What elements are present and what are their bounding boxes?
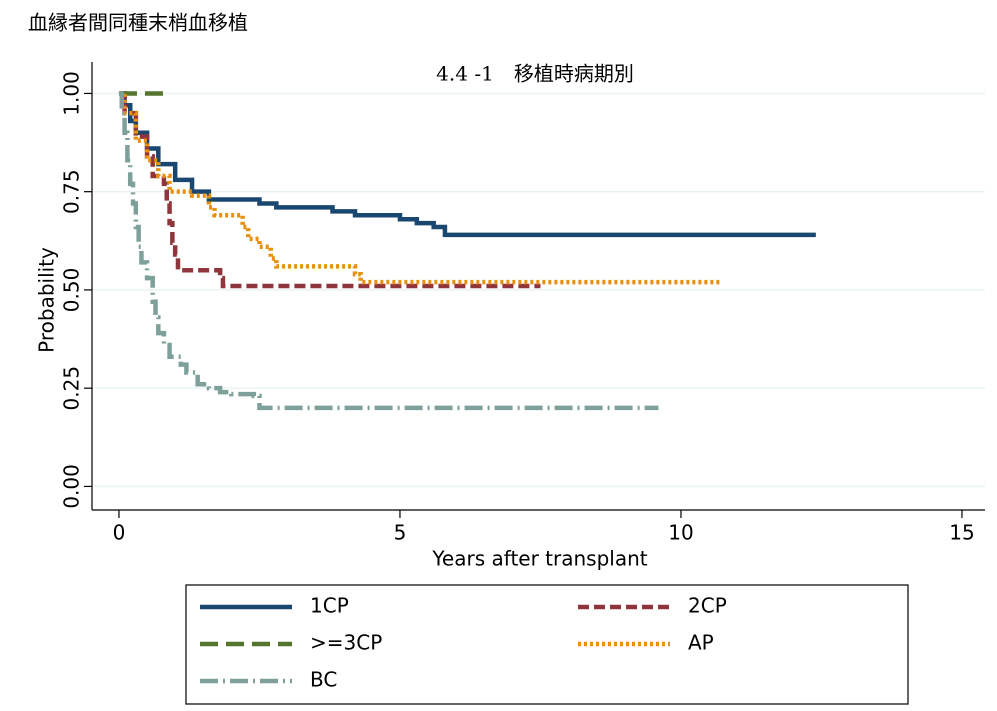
legend-label: 2CP [688,594,727,618]
legend-label: >=3CP [310,631,382,655]
legend-label: BC [310,668,337,692]
y-tick-label: 0.00 [60,464,84,509]
chart-header: 血縁者間同種末梢血移植 [28,11,248,35]
chart-title: 4.4 -1 移植時病期別 [436,62,634,86]
y-tick-label: 0.25 [60,366,84,411]
x-tick-label: 10 [668,521,693,545]
x-tick-label: 5 [394,521,407,545]
y-tick-label: 0.50 [60,268,84,313]
y-tick-label: 0.75 [60,169,84,214]
km-curve [118,91,721,285]
legend-box [185,584,909,705]
legend-label: AP [688,631,714,655]
km-curve [118,91,659,411]
legend-label: 1CP [310,594,349,618]
km-curve [118,91,541,289]
x-tick-label: 0 [113,521,126,545]
y-tick-label: 1.00 [60,71,84,116]
y-axis-label: Probability [35,247,59,353]
x-axis-label: Years after transplant [431,547,647,571]
x-tick-label: 15 [949,521,974,545]
